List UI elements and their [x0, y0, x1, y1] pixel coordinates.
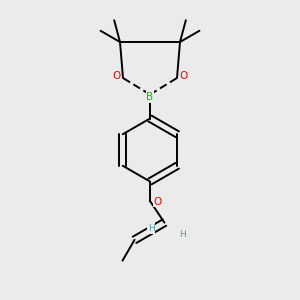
Text: O: O [153, 196, 162, 207]
Text: H: H [148, 224, 154, 233]
Text: B: B [146, 92, 154, 102]
Text: H: H [179, 230, 186, 239]
Text: O: O [112, 71, 121, 82]
Text: O: O [179, 71, 188, 82]
